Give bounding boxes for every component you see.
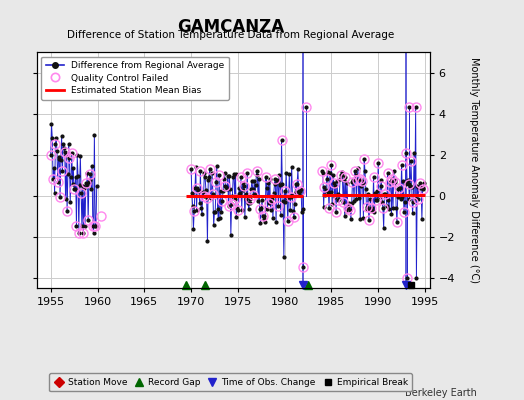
Text: Berkeley Earth: Berkeley Earth (405, 388, 477, 398)
Text: Difference of Station Temperature Data from Regional Average: Difference of Station Temperature Data f… (67, 30, 394, 40)
Text: GAMCANZA: GAMCANZA (177, 18, 284, 36)
Legend: Station Move, Record Gap, Time of Obs. Change, Empirical Break: Station Move, Record Gap, Time of Obs. C… (49, 374, 412, 392)
Y-axis label: Monthly Temperature Anomaly Difference (°C): Monthly Temperature Anomaly Difference (… (469, 57, 479, 283)
Legend: Difference from Regional Average, Quality Control Failed, Estimated Station Mean: Difference from Regional Average, Qualit… (41, 56, 229, 100)
